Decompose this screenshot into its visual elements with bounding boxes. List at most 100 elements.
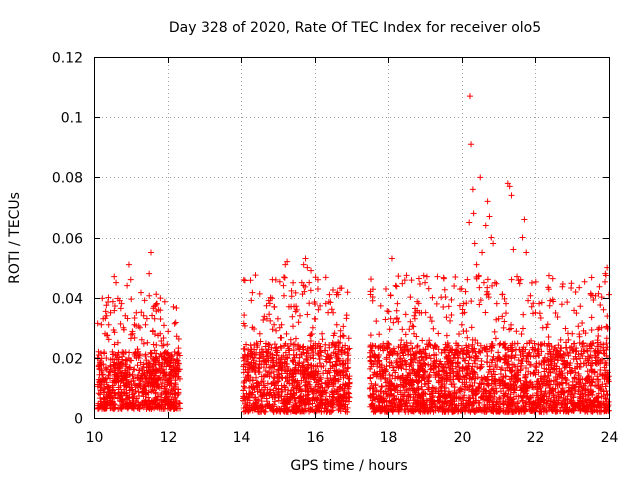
data-point bbox=[385, 308, 392, 315]
data-point bbox=[322, 341, 329, 348]
data-point bbox=[284, 363, 291, 370]
data-point bbox=[107, 405, 114, 412]
data-point bbox=[267, 386, 274, 393]
data-point bbox=[340, 387, 347, 394]
data-point bbox=[398, 337, 405, 344]
data-point bbox=[520, 325, 527, 332]
data-point bbox=[382, 316, 389, 323]
data-point bbox=[482, 222, 489, 229]
y-axis-label: ROTI / TECUs bbox=[7, 192, 23, 284]
data-point bbox=[245, 408, 252, 415]
data-point bbox=[256, 330, 263, 337]
data-point bbox=[308, 267, 315, 274]
data-point bbox=[277, 334, 284, 341]
x-tick-label: 18 bbox=[380, 430, 398, 446]
data-point bbox=[131, 315, 138, 322]
data-point bbox=[142, 374, 149, 381]
data-point bbox=[132, 388, 139, 395]
data-point bbox=[111, 389, 118, 396]
data-point bbox=[176, 366, 183, 373]
data-point bbox=[395, 273, 402, 280]
data-point bbox=[266, 311, 273, 318]
data-point bbox=[447, 317, 454, 324]
data-point bbox=[318, 393, 325, 400]
data-point bbox=[160, 335, 167, 342]
data-point bbox=[105, 321, 112, 328]
data-point bbox=[588, 314, 595, 321]
data-point bbox=[516, 280, 523, 287]
data-point bbox=[118, 392, 125, 399]
data-point bbox=[484, 353, 491, 360]
data-point bbox=[157, 295, 164, 302]
data-point bbox=[252, 272, 259, 279]
data-point bbox=[153, 366, 160, 373]
data-point bbox=[146, 270, 153, 277]
data-point bbox=[414, 342, 421, 349]
data-point bbox=[148, 349, 155, 356]
data-point bbox=[317, 302, 324, 309]
data-point bbox=[425, 285, 432, 292]
data-point bbox=[346, 390, 353, 397]
data-point bbox=[305, 395, 312, 402]
data-point bbox=[342, 408, 349, 415]
data-point bbox=[598, 294, 605, 301]
data-point bbox=[170, 385, 177, 392]
data-point bbox=[117, 320, 124, 327]
data-point bbox=[295, 319, 302, 326]
data-point bbox=[466, 219, 473, 226]
data-point bbox=[440, 304, 447, 311]
data-point bbox=[130, 377, 137, 384]
data-point bbox=[163, 395, 170, 402]
data-point bbox=[150, 399, 157, 406]
data-point bbox=[123, 380, 130, 387]
data-point bbox=[103, 401, 110, 408]
data-point bbox=[492, 335, 499, 342]
data-point bbox=[443, 332, 450, 339]
data-point bbox=[165, 328, 172, 335]
data-point bbox=[290, 341, 297, 348]
data-point bbox=[445, 303, 452, 310]
data-point bbox=[290, 373, 297, 380]
data-point bbox=[94, 320, 101, 327]
data-point bbox=[289, 313, 296, 320]
data-point bbox=[245, 346, 252, 353]
data-point bbox=[484, 198, 491, 205]
data-point bbox=[476, 284, 483, 291]
data-point bbox=[156, 367, 163, 374]
data-point bbox=[451, 282, 458, 289]
data-point bbox=[536, 300, 543, 307]
data-point bbox=[476, 301, 483, 308]
data-point bbox=[325, 354, 332, 361]
data-point bbox=[123, 374, 130, 381]
data-point bbox=[290, 279, 297, 286]
data-point bbox=[430, 325, 437, 332]
data-point bbox=[519, 234, 526, 241]
x-tick-label: 16 bbox=[307, 430, 325, 446]
data-point bbox=[123, 389, 130, 396]
data-point bbox=[388, 255, 395, 262]
x-tick-label: 20 bbox=[454, 430, 472, 446]
data-point bbox=[248, 350, 255, 357]
data-point bbox=[103, 302, 110, 309]
data-point bbox=[297, 312, 303, 319]
data-point bbox=[140, 361, 147, 368]
data-point bbox=[260, 348, 267, 355]
data-point bbox=[283, 330, 290, 337]
y-tick-label: 0 bbox=[74, 412, 83, 428]
data-point bbox=[141, 371, 148, 378]
data-point bbox=[458, 321, 465, 328]
data-point bbox=[569, 330, 576, 337]
data-point bbox=[115, 386, 122, 393]
data-point bbox=[150, 358, 157, 365]
data-point bbox=[153, 291, 160, 298]
data-point bbox=[158, 338, 165, 345]
data-point bbox=[170, 399, 177, 406]
data-point bbox=[603, 335, 610, 342]
data-point bbox=[131, 334, 138, 341]
data-point bbox=[134, 346, 141, 353]
data-point bbox=[482, 309, 489, 316]
data-point bbox=[96, 359, 103, 366]
data-point bbox=[142, 321, 149, 328]
data-point bbox=[111, 341, 118, 348]
data-point bbox=[249, 354, 256, 361]
